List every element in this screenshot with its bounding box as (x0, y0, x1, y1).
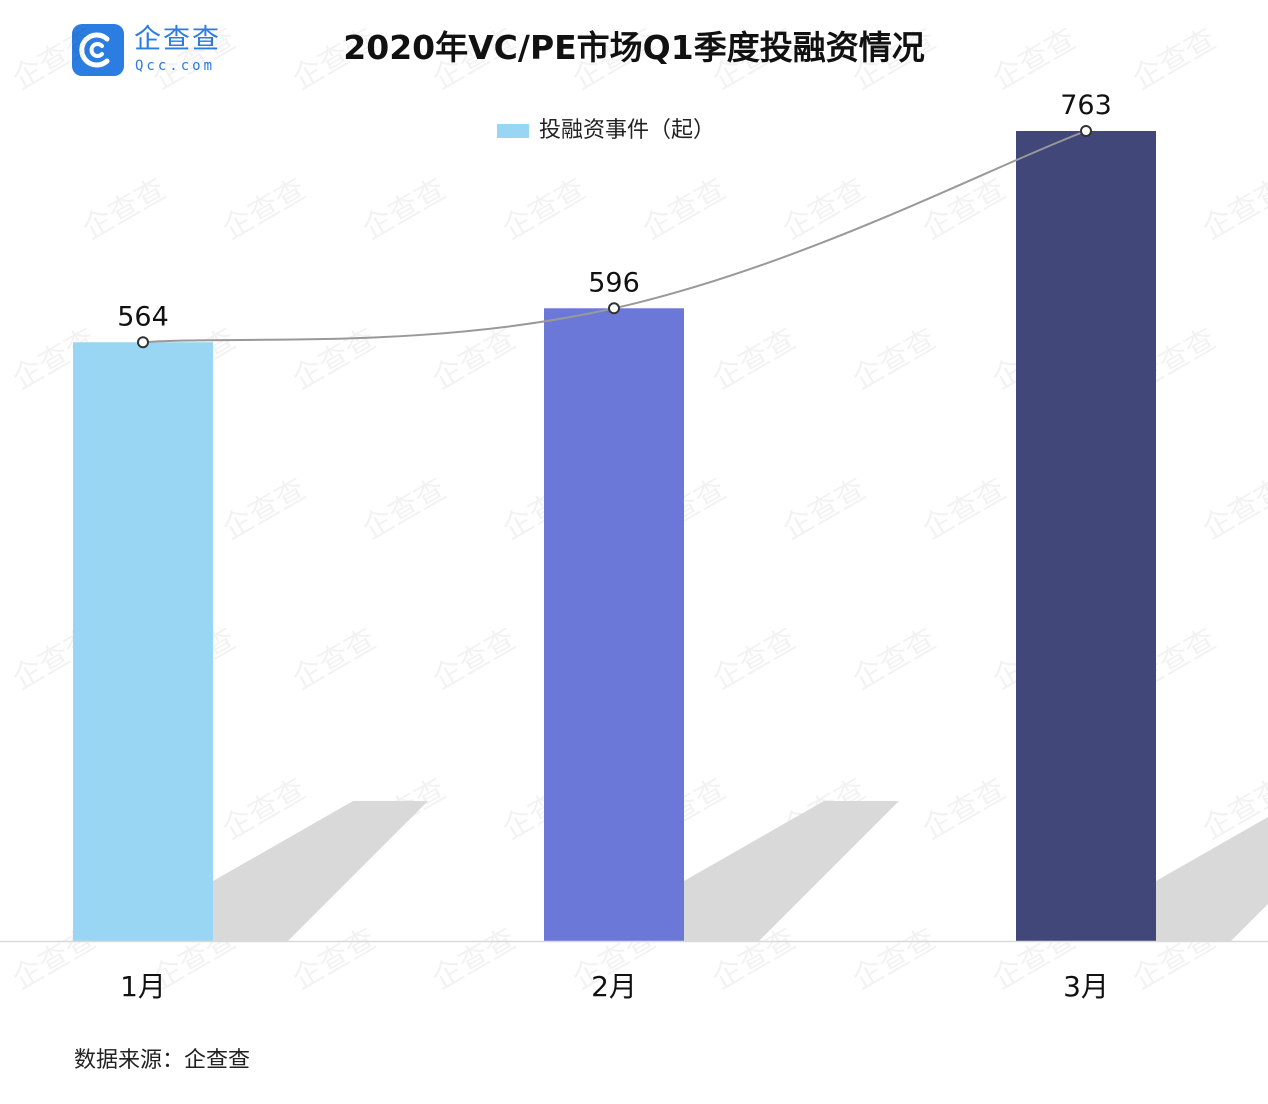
watermark-text: 企查查 (147, 22, 242, 97)
x-tick-label-1: 1月 (120, 970, 166, 1003)
data-label-1: 564 (117, 301, 169, 332)
watermark-text: 企查查 (427, 922, 522, 997)
watermark-text: 企查查 (357, 472, 452, 547)
watermark-text: 企查查 (1197, 172, 1268, 247)
bar-1 (73, 342, 213, 941)
watermark-text: 企查查 (1127, 22, 1222, 97)
bar-shadow-2 (684, 801, 899, 941)
data-source: 数据来源：企查查 (74, 1048, 251, 1073)
chart-title: 2020年VC/PE市场Q1季度投融资情况 (343, 28, 925, 67)
watermark-text: 企查查 (847, 322, 942, 397)
watermark-text: 企查查 (847, 622, 942, 697)
bar-2 (544, 308, 684, 942)
trend-point-2 (608, 302, 620, 315)
x-tick-label-3: 3月 (1063, 970, 1109, 1003)
watermark-text: 企查查 (7, 22, 102, 97)
watermark-text: 企查查 (917, 772, 1012, 847)
legend-swatch (497, 124, 529, 138)
watermark-text: 企查查 (287, 622, 382, 697)
qcc-logo: 企查查 Qcc.com (72, 24, 242, 80)
trend-point-1 (137, 336, 149, 349)
trend-point-3 (1080, 125, 1092, 137)
watermark-text: 企查查 (217, 172, 312, 247)
watermark-text: 企查查 (1197, 472, 1268, 547)
x-tick-label-2: 2月 (591, 970, 637, 1003)
watermark-text: 企查查 (287, 22, 382, 97)
data-label-2: 596 (588, 267, 640, 298)
data-label-3: 763 (1060, 90, 1112, 121)
watermark-text: 企查查 (707, 322, 802, 397)
logo-c-icon (79, 32, 110, 68)
qcc-logo-icon (72, 24, 124, 76)
watermark-text: 企查查 (427, 22, 522, 97)
watermark-text: 企查查 (287, 922, 382, 997)
watermark-text: 企查查 (497, 172, 592, 247)
watermark-text: 企查查 (847, 22, 942, 97)
bar-shadow-3 (1156, 817, 1268, 941)
watermark-text: 企查查 (917, 472, 1012, 547)
watermark-text: 企查查 (287, 322, 382, 397)
watermark-text: 企查查 (217, 472, 312, 547)
watermark-text: 企查查 (707, 22, 802, 97)
watermark-text: 企查查 (77, 172, 172, 247)
logo-brand-text: 企查查 (134, 24, 221, 55)
watermark-text: 企查查 (427, 622, 522, 697)
bar-3 (1016, 131, 1156, 941)
watermark-text: 企查查 (637, 172, 732, 247)
logo-domain-text: Qcc.com (135, 58, 216, 74)
watermark-text: 企查查 (847, 922, 942, 997)
legend-label: 投融资事件（起） (539, 118, 716, 143)
watermark-text: 企查查 (567, 22, 662, 97)
watermark-text: 企查查 (357, 172, 452, 247)
watermark-text: 企查查 (987, 22, 1082, 97)
watermark-text: 企查查 (707, 622, 802, 697)
watermark-text: 企查查 (777, 172, 872, 247)
watermark-text: 企查查 (777, 472, 872, 547)
bar-shadow-1 (213, 801, 428, 941)
